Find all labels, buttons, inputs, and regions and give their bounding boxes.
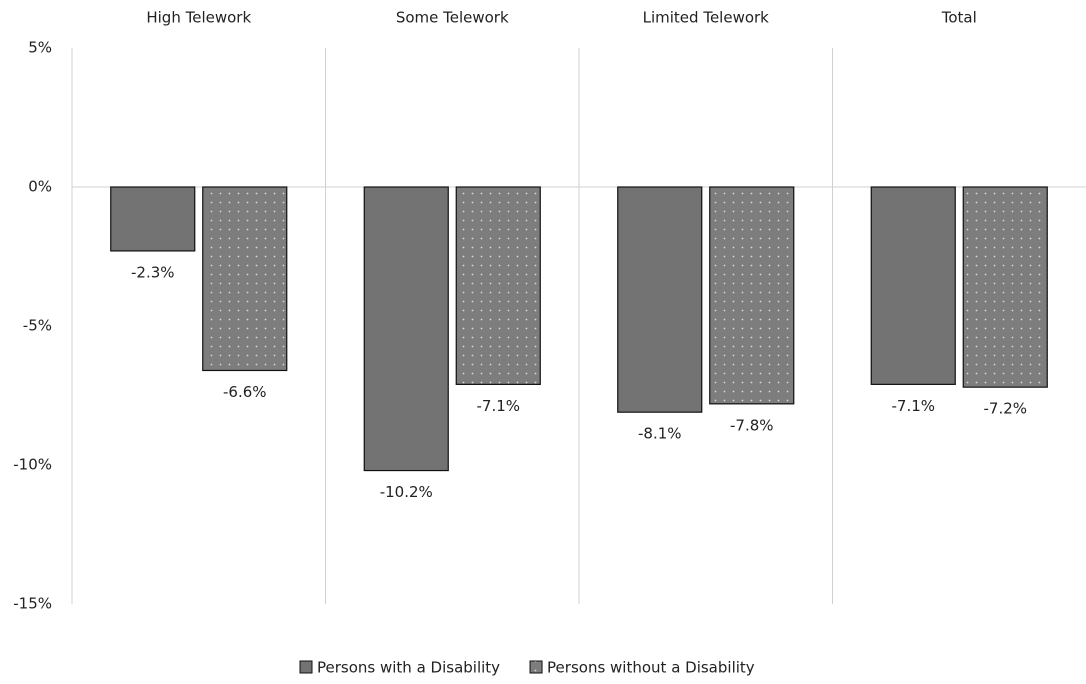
bar [962, 186, 1048, 388]
value-label: -7.1% [476, 397, 520, 415]
value-label: -7.1% [891, 397, 935, 415]
value-label: -6.6% [223, 383, 267, 401]
value-label: -2.3% [131, 263, 175, 281]
value-label: -7.8% [730, 416, 774, 434]
legend-label: Persons without a Disability [547, 659, 755, 677]
category-label: Total [941, 9, 977, 27]
bar [870, 186, 956, 385]
bar [110, 186, 196, 252]
bar [455, 186, 541, 385]
legend-label: Persons with a Disability [317, 659, 500, 677]
value-label: -10.2% [380, 483, 433, 501]
y-tick-label: 5% [28, 39, 52, 57]
category-label: High Telework [146, 9, 251, 27]
y-tick-label: -10% [13, 456, 52, 474]
legend-swatch [529, 660, 543, 674]
value-label: -7.2% [983, 400, 1027, 418]
category-label: Limited Telework [643, 9, 770, 27]
legend-swatch [299, 660, 313, 674]
bar [709, 186, 795, 405]
y-tick-label: -15% [13, 595, 52, 613]
bar [363, 186, 449, 472]
bar [617, 186, 703, 413]
bar [202, 186, 288, 372]
category-label: Some Telework [396, 9, 509, 27]
y-tick-label: -5% [23, 317, 52, 335]
value-label: -8.1% [638, 425, 682, 443]
y-tick-label: 0% [28, 178, 52, 196]
